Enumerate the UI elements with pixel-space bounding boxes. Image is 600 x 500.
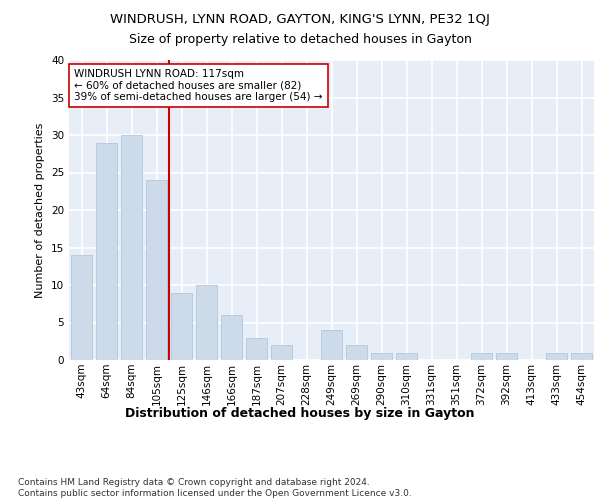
- Y-axis label: Number of detached properties: Number of detached properties: [35, 122, 46, 298]
- Text: Distribution of detached houses by size in Gayton: Distribution of detached houses by size …: [125, 408, 475, 420]
- Bar: [371, 352, 392, 360]
- Bar: [146, 180, 167, 360]
- Bar: [121, 135, 142, 360]
- Bar: [496, 352, 517, 360]
- Text: WINDRUSH LYNN ROAD: 117sqm
← 60% of detached houses are smaller (82)
39% of semi: WINDRUSH LYNN ROAD: 117sqm ← 60% of deta…: [74, 69, 323, 102]
- Bar: [546, 352, 567, 360]
- Bar: [346, 345, 367, 360]
- Text: Size of property relative to detached houses in Gayton: Size of property relative to detached ho…: [128, 32, 472, 46]
- Text: Contains HM Land Registry data © Crown copyright and database right 2024.
Contai: Contains HM Land Registry data © Crown c…: [18, 478, 412, 498]
- Bar: [271, 345, 292, 360]
- Bar: [71, 255, 92, 360]
- Bar: [396, 352, 417, 360]
- Bar: [246, 338, 267, 360]
- Bar: [471, 352, 492, 360]
- Bar: [221, 315, 242, 360]
- Bar: [171, 292, 192, 360]
- Bar: [321, 330, 342, 360]
- Bar: [196, 285, 217, 360]
- Bar: [96, 142, 117, 360]
- Text: WINDRUSH, LYNN ROAD, GAYTON, KING'S LYNN, PE32 1QJ: WINDRUSH, LYNN ROAD, GAYTON, KING'S LYNN…: [110, 12, 490, 26]
- Bar: [571, 352, 592, 360]
